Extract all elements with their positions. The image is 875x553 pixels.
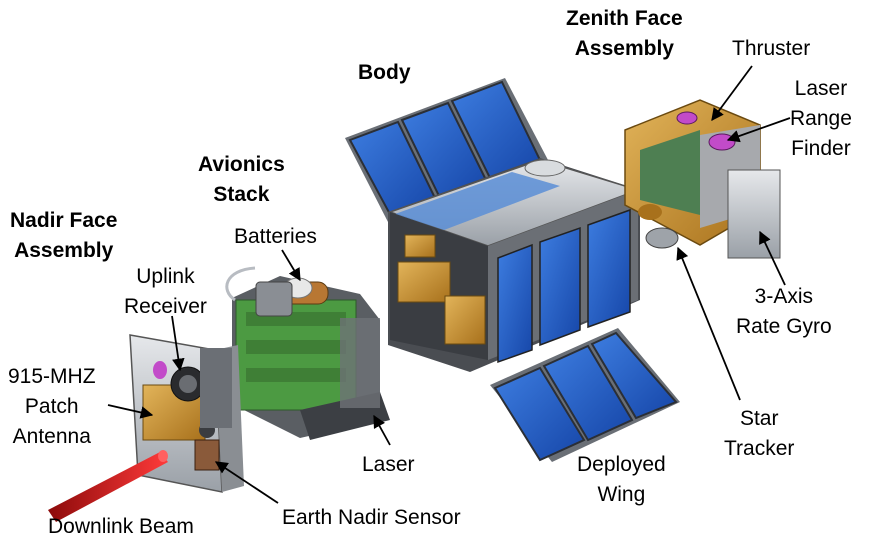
zenith-face-module <box>624 99 781 259</box>
label-laser: Laser <box>362 453 415 476</box>
star-tracker-leader <box>676 246 741 401</box>
label-nadir-face-assembly-line1: Nadir Face <box>10 209 118 232</box>
avionics-stack-module <box>225 266 390 440</box>
laser-leader <box>373 414 391 446</box>
label-uplink-receiver-line1: Uplink <box>136 265 195 288</box>
label-deployed-wing-line1: Deployed <box>577 453 666 476</box>
label-zenith-face-assembly-line1: Zenith Face <box>566 7 683 30</box>
label-earth-nadir-sensor: Earth Nadir Sensor <box>282 506 461 529</box>
thruster-leader <box>711 65 753 122</box>
body-structure <box>387 158 641 372</box>
label-star-tracker-line1: Star <box>739 407 779 430</box>
batteries-leader <box>281 249 301 282</box>
label-batteries: Batteries <box>234 225 317 248</box>
nadir-face-module <box>129 334 244 493</box>
label-three-axis-rate-gyro: 3-Axis Rate Gyro <box>736 282 832 342</box>
label-zenith-face-assembly: Zenith Face Assembly <box>566 4 683 64</box>
label-deployed-wing: Deployed Wing <box>577 450 666 510</box>
label-patch-antenna-line1: 915-MHZ <box>8 365 96 388</box>
label-zenith-face-assembly-line2: Assembly <box>574 37 674 60</box>
label-nadir-face-assembly-line2: Assembly <box>14 239 114 262</box>
label-body: Body <box>358 61 411 84</box>
label-laser-range-finder-line1: Laser <box>794 77 848 100</box>
label-star-tracker-line2: Tracker <box>724 437 795 460</box>
beam-emitter-tip <box>158 450 168 462</box>
label-patch-antenna-line2: Patch <box>24 395 79 418</box>
rate-gyro-leader <box>759 230 786 286</box>
laser-range-finder-leader <box>726 117 791 143</box>
downlink-laser-beam <box>48 452 168 522</box>
label-laser-range-finder-line2: Range <box>790 107 852 130</box>
label-three-axis-rate-gyro-line1: 3-Axis <box>754 285 814 308</box>
label-three-axis-rate-gyro-line2: Rate Gyro <box>736 315 832 338</box>
label-downlink-beam: Downlink Beam <box>48 515 194 538</box>
label-laser-range-finder: Laser Range Finder <box>790 74 852 164</box>
label-avionics-stack: Avionics Stack <box>198 150 285 210</box>
label-thruster: Thruster <box>732 37 811 60</box>
label-patch-antenna: 915-MHZ Patch Antenna <box>8 362 96 452</box>
leader-lines <box>107 65 791 504</box>
label-uplink-receiver-line2: Receiver <box>124 295 207 318</box>
label-avionics-stack-line1: Avionics <box>198 153 285 176</box>
upper-solar-wing <box>345 78 548 222</box>
earth-nadir-sensor-leader <box>214 461 279 504</box>
label-uplink-receiver: Uplink Receiver <box>124 262 207 322</box>
label-star-tracker: Star Tracker <box>724 404 794 464</box>
label-deployed-wing-line2: Wing <box>597 483 646 506</box>
label-nadir-face-assembly: Nadir Face Assembly <box>10 206 117 266</box>
label-laser-range-finder-line3: Finder <box>791 137 851 160</box>
uplink-receiver-leader <box>171 315 185 372</box>
label-avionics-stack-line2: Stack <box>213 183 270 206</box>
patch-antenna-leader <box>107 404 154 419</box>
label-patch-antenna-line3: Antenna <box>12 425 91 448</box>
deployed-solar-wing <box>490 328 680 462</box>
